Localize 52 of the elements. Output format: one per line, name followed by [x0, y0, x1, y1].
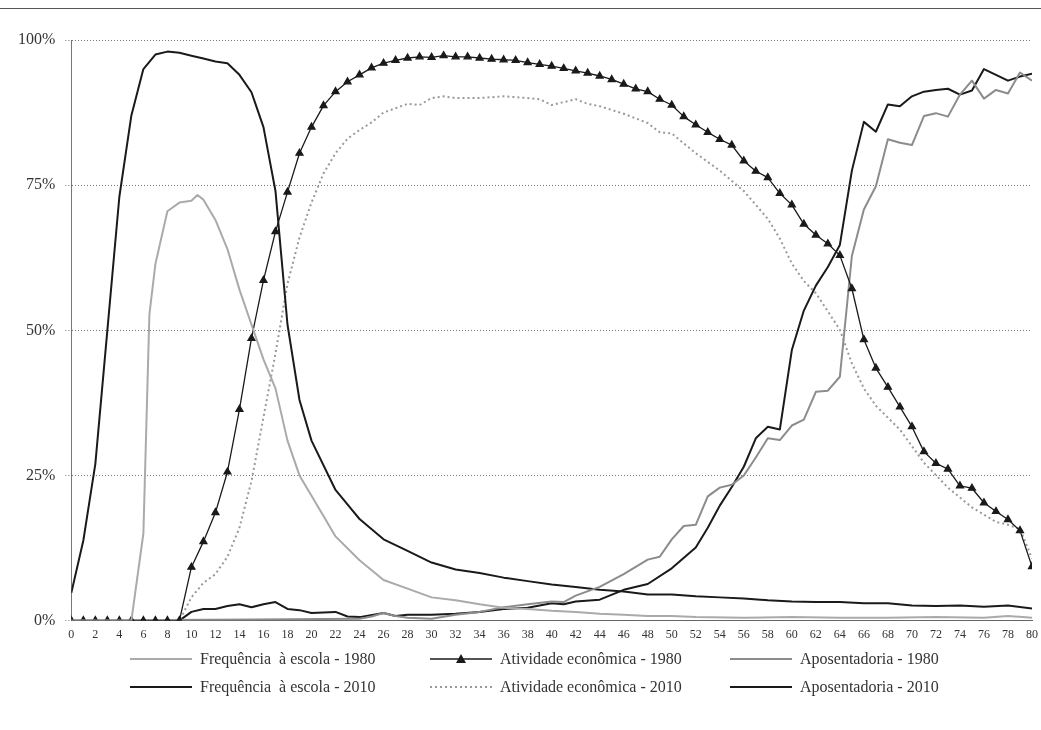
x-tick-label: 44 [593, 626, 606, 641]
x-tick-label: 62 [809, 626, 822, 641]
x-tick-label: 38 [521, 626, 534, 641]
x-tick-label: 48 [641, 626, 654, 641]
x-tick-label: 80 [1026, 626, 1038, 641]
x-tick-label: 60 [785, 626, 798, 641]
x-tick-label: 20 [305, 626, 318, 641]
legend-label: Atividade econômica - 2010 [500, 678, 682, 696]
y-tick-label: 100% [18, 30, 56, 48]
x-tick-label: 10 [185, 626, 198, 641]
legend-label: Atividade econômica - 1980 [500, 650, 682, 668]
x-tick-label: 50 [665, 626, 678, 641]
x-tick-label: 68 [881, 626, 894, 641]
x-tick-label: 30 [425, 626, 438, 641]
x-tick-label: 74 [953, 626, 966, 641]
legend-label: Aposentadoria - 1980 [800, 650, 939, 668]
x-tick-label: 64 [833, 626, 846, 641]
x-tick-label: 6 [140, 626, 147, 641]
x-tick-label: 46 [617, 626, 630, 641]
x-tick-label: 28 [401, 626, 414, 641]
x-tick-label: 54 [713, 626, 726, 641]
x-tick-label: 72 [929, 626, 942, 641]
x-tick-label: 26 [377, 626, 390, 641]
x-tick-label: 0 [68, 626, 75, 641]
x-tick-label: 8 [164, 626, 171, 641]
x-tick-label: 16 [257, 626, 270, 641]
x-tick-label: 32 [449, 626, 462, 641]
x-tick-label: 14 [233, 626, 246, 641]
x-tick-label: 4 [116, 626, 123, 641]
y-tick-label: 75% [26, 175, 56, 193]
x-tick-label: 66 [857, 626, 870, 641]
y-tick-label: 50% [26, 320, 56, 338]
x-tick-label: 12 [209, 626, 222, 641]
x-tick-label: 42 [569, 626, 582, 641]
y-tick-label: 25% [26, 465, 56, 483]
legend-label: Aposentadoria - 2010 [800, 678, 939, 696]
x-tick-label: 34 [473, 626, 486, 641]
x-tick-label: 18 [281, 626, 294, 641]
x-tick-label: 2 [92, 626, 99, 641]
x-tick-label: 22 [329, 626, 342, 641]
x-tick-label: 58 [761, 626, 774, 641]
x-tick-label: 52 [689, 626, 702, 641]
x-tick-label: 36 [497, 626, 510, 641]
x-tick-label: 56 [737, 626, 750, 641]
x-tick-label: 70 [905, 626, 918, 641]
x-tick-label: 76 [977, 626, 990, 641]
legend-label: Frequência à escola - 1980 [200, 650, 376, 668]
x-tick-label: 40 [545, 626, 558, 641]
y-tick-label: 0% [34, 610, 56, 628]
legend-label: Frequência à escola - 2010 [200, 678, 376, 696]
x-tick-label: 24 [353, 626, 366, 641]
x-tick-label: 78 [1001, 626, 1014, 641]
